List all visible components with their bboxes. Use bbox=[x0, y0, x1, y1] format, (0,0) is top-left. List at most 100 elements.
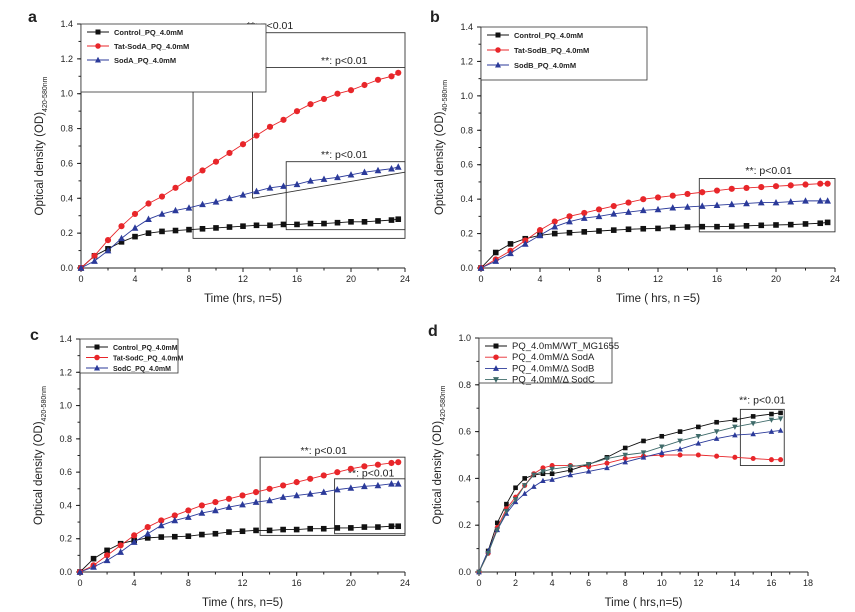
data-point bbox=[361, 524, 368, 530]
data-point bbox=[361, 168, 368, 175]
data-point bbox=[158, 517, 165, 524]
y-tick-label: 0.6 bbox=[460, 160, 473, 170]
y-axis-label: Optical density (OD)420-580nm bbox=[33, 386, 48, 525]
data-point bbox=[280, 182, 287, 189]
x-tick-label: 4 bbox=[537, 274, 542, 284]
data-point bbox=[551, 230, 558, 237]
data-point bbox=[253, 187, 260, 195]
data-point bbox=[212, 198, 220, 205]
data-point bbox=[695, 452, 701, 458]
data-point bbox=[266, 123, 274, 130]
data-point bbox=[536, 231, 544, 239]
y-axis-label-main: Optical density (OD) bbox=[432, 421, 444, 525]
data-point bbox=[713, 435, 720, 441]
significance-label: **: p<0.01 bbox=[301, 445, 348, 457]
y-axis-label-main: Optical density (OD) bbox=[434, 111, 446, 215]
y-tick-label: 0.6 bbox=[458, 427, 471, 437]
legend-item: Control_PQ_4.0mM bbox=[86, 344, 178, 352]
data-point bbox=[199, 167, 206, 174]
data-point bbox=[654, 194, 662, 201]
data-point bbox=[267, 222, 273, 229]
x-tick-label: 0 bbox=[78, 274, 83, 284]
x-tick-label: 20 bbox=[346, 274, 356, 284]
x-tick-label: 6 bbox=[586, 578, 591, 588]
y-tick-label: 1.2 bbox=[60, 54, 73, 64]
data-point bbox=[94, 364, 100, 371]
data-point bbox=[131, 210, 139, 218]
data-point bbox=[568, 467, 573, 473]
data-point bbox=[321, 220, 327, 227]
data-point bbox=[787, 182, 794, 189]
data-point bbox=[581, 209, 588, 216]
data-point bbox=[118, 223, 125, 230]
data-point bbox=[395, 523, 402, 530]
y-tick-label: 0.6 bbox=[59, 467, 72, 477]
data-point bbox=[225, 495, 233, 502]
data-point bbox=[320, 472, 327, 479]
data-point bbox=[157, 521, 165, 529]
data-point bbox=[639, 206, 647, 214]
data-point bbox=[395, 459, 402, 466]
data-point bbox=[604, 464, 610, 471]
significance-label: **: p<0.01 bbox=[739, 395, 786, 407]
data-point bbox=[824, 219, 831, 226]
x-tick-label: 12 bbox=[237, 578, 247, 588]
significance-label: **: p<0.01 bbox=[321, 55, 368, 67]
data-point bbox=[493, 365, 499, 371]
legend-label: Tat-SodB_PQ_4.0mM bbox=[514, 46, 589, 55]
y-axis-label-main: Optical density (OD) bbox=[34, 112, 46, 216]
x-axis-label: Time ( hrs,n=5) bbox=[605, 597, 683, 609]
series-0 bbox=[77, 523, 402, 575]
data-point bbox=[713, 187, 721, 194]
legend-item: Tat-SodB_PQ_4.0mM bbox=[487, 46, 589, 55]
legend: Control_PQ_4.0mM Tat-SodB_PQ_4.0mM SodB_PQ… bbox=[480, 26, 648, 81]
data-point bbox=[144, 530, 152, 537]
data-point bbox=[595, 206, 603, 213]
data-point bbox=[536, 227, 544, 234]
data-point bbox=[610, 227, 617, 233]
data-point bbox=[104, 547, 110, 554]
data-point bbox=[750, 414, 756, 419]
data-point bbox=[654, 205, 662, 213]
data-point bbox=[266, 485, 273, 492]
legend-item: Tat-SodC_PQ_4.0mM bbox=[86, 354, 183, 363]
series-line bbox=[80, 166, 399, 269]
data-point bbox=[507, 241, 514, 247]
y-axis-label-group: Optical density (OD)420-580nm bbox=[34, 76, 49, 215]
data-point bbox=[94, 344, 100, 350]
data-point bbox=[293, 526, 300, 533]
legend-item: PQ_4.0mM/Δ SodA bbox=[485, 352, 595, 363]
data-point bbox=[226, 224, 233, 230]
legend-label: PQ_4.0mM/Δ SodC bbox=[512, 375, 595, 386]
data-point bbox=[640, 454, 647, 460]
data-point bbox=[493, 343, 499, 349]
data-point bbox=[728, 185, 735, 192]
data-point bbox=[104, 246, 112, 254]
data-point bbox=[750, 455, 756, 462]
data-point bbox=[184, 513, 192, 520]
data-point bbox=[492, 249, 499, 256]
data-point bbox=[732, 424, 738, 430]
data-point bbox=[91, 257, 98, 264]
data-point bbox=[253, 527, 259, 534]
data-point bbox=[361, 463, 368, 470]
data-point bbox=[144, 523, 151, 531]
data-point bbox=[485, 550, 491, 557]
data-point bbox=[531, 483, 537, 489]
data-point bbox=[239, 492, 246, 499]
data-point bbox=[772, 183, 780, 190]
data-point bbox=[622, 455, 628, 462]
data-point bbox=[773, 222, 779, 228]
data-point bbox=[185, 507, 192, 514]
legend-label: SodC_PQ_4.0mM bbox=[113, 366, 171, 373]
data-point bbox=[132, 233, 138, 240]
panel-c: c 0 4 8 12 16 20 24 0.0 0.2 0.4 0.6 0.8 1.0 1.2 1.4 Time… bbox=[30, 327, 410, 609]
data-point bbox=[669, 192, 676, 199]
data-point bbox=[253, 222, 260, 229]
x-tick-label: 14 bbox=[730, 578, 740, 588]
legend-label: Tat-SodC_PQ_4.0mM bbox=[113, 356, 183, 363]
data-point bbox=[512, 497, 519, 503]
data-point bbox=[595, 212, 603, 220]
y-tick-label: 0.8 bbox=[60, 124, 73, 134]
data-point bbox=[714, 453, 720, 459]
